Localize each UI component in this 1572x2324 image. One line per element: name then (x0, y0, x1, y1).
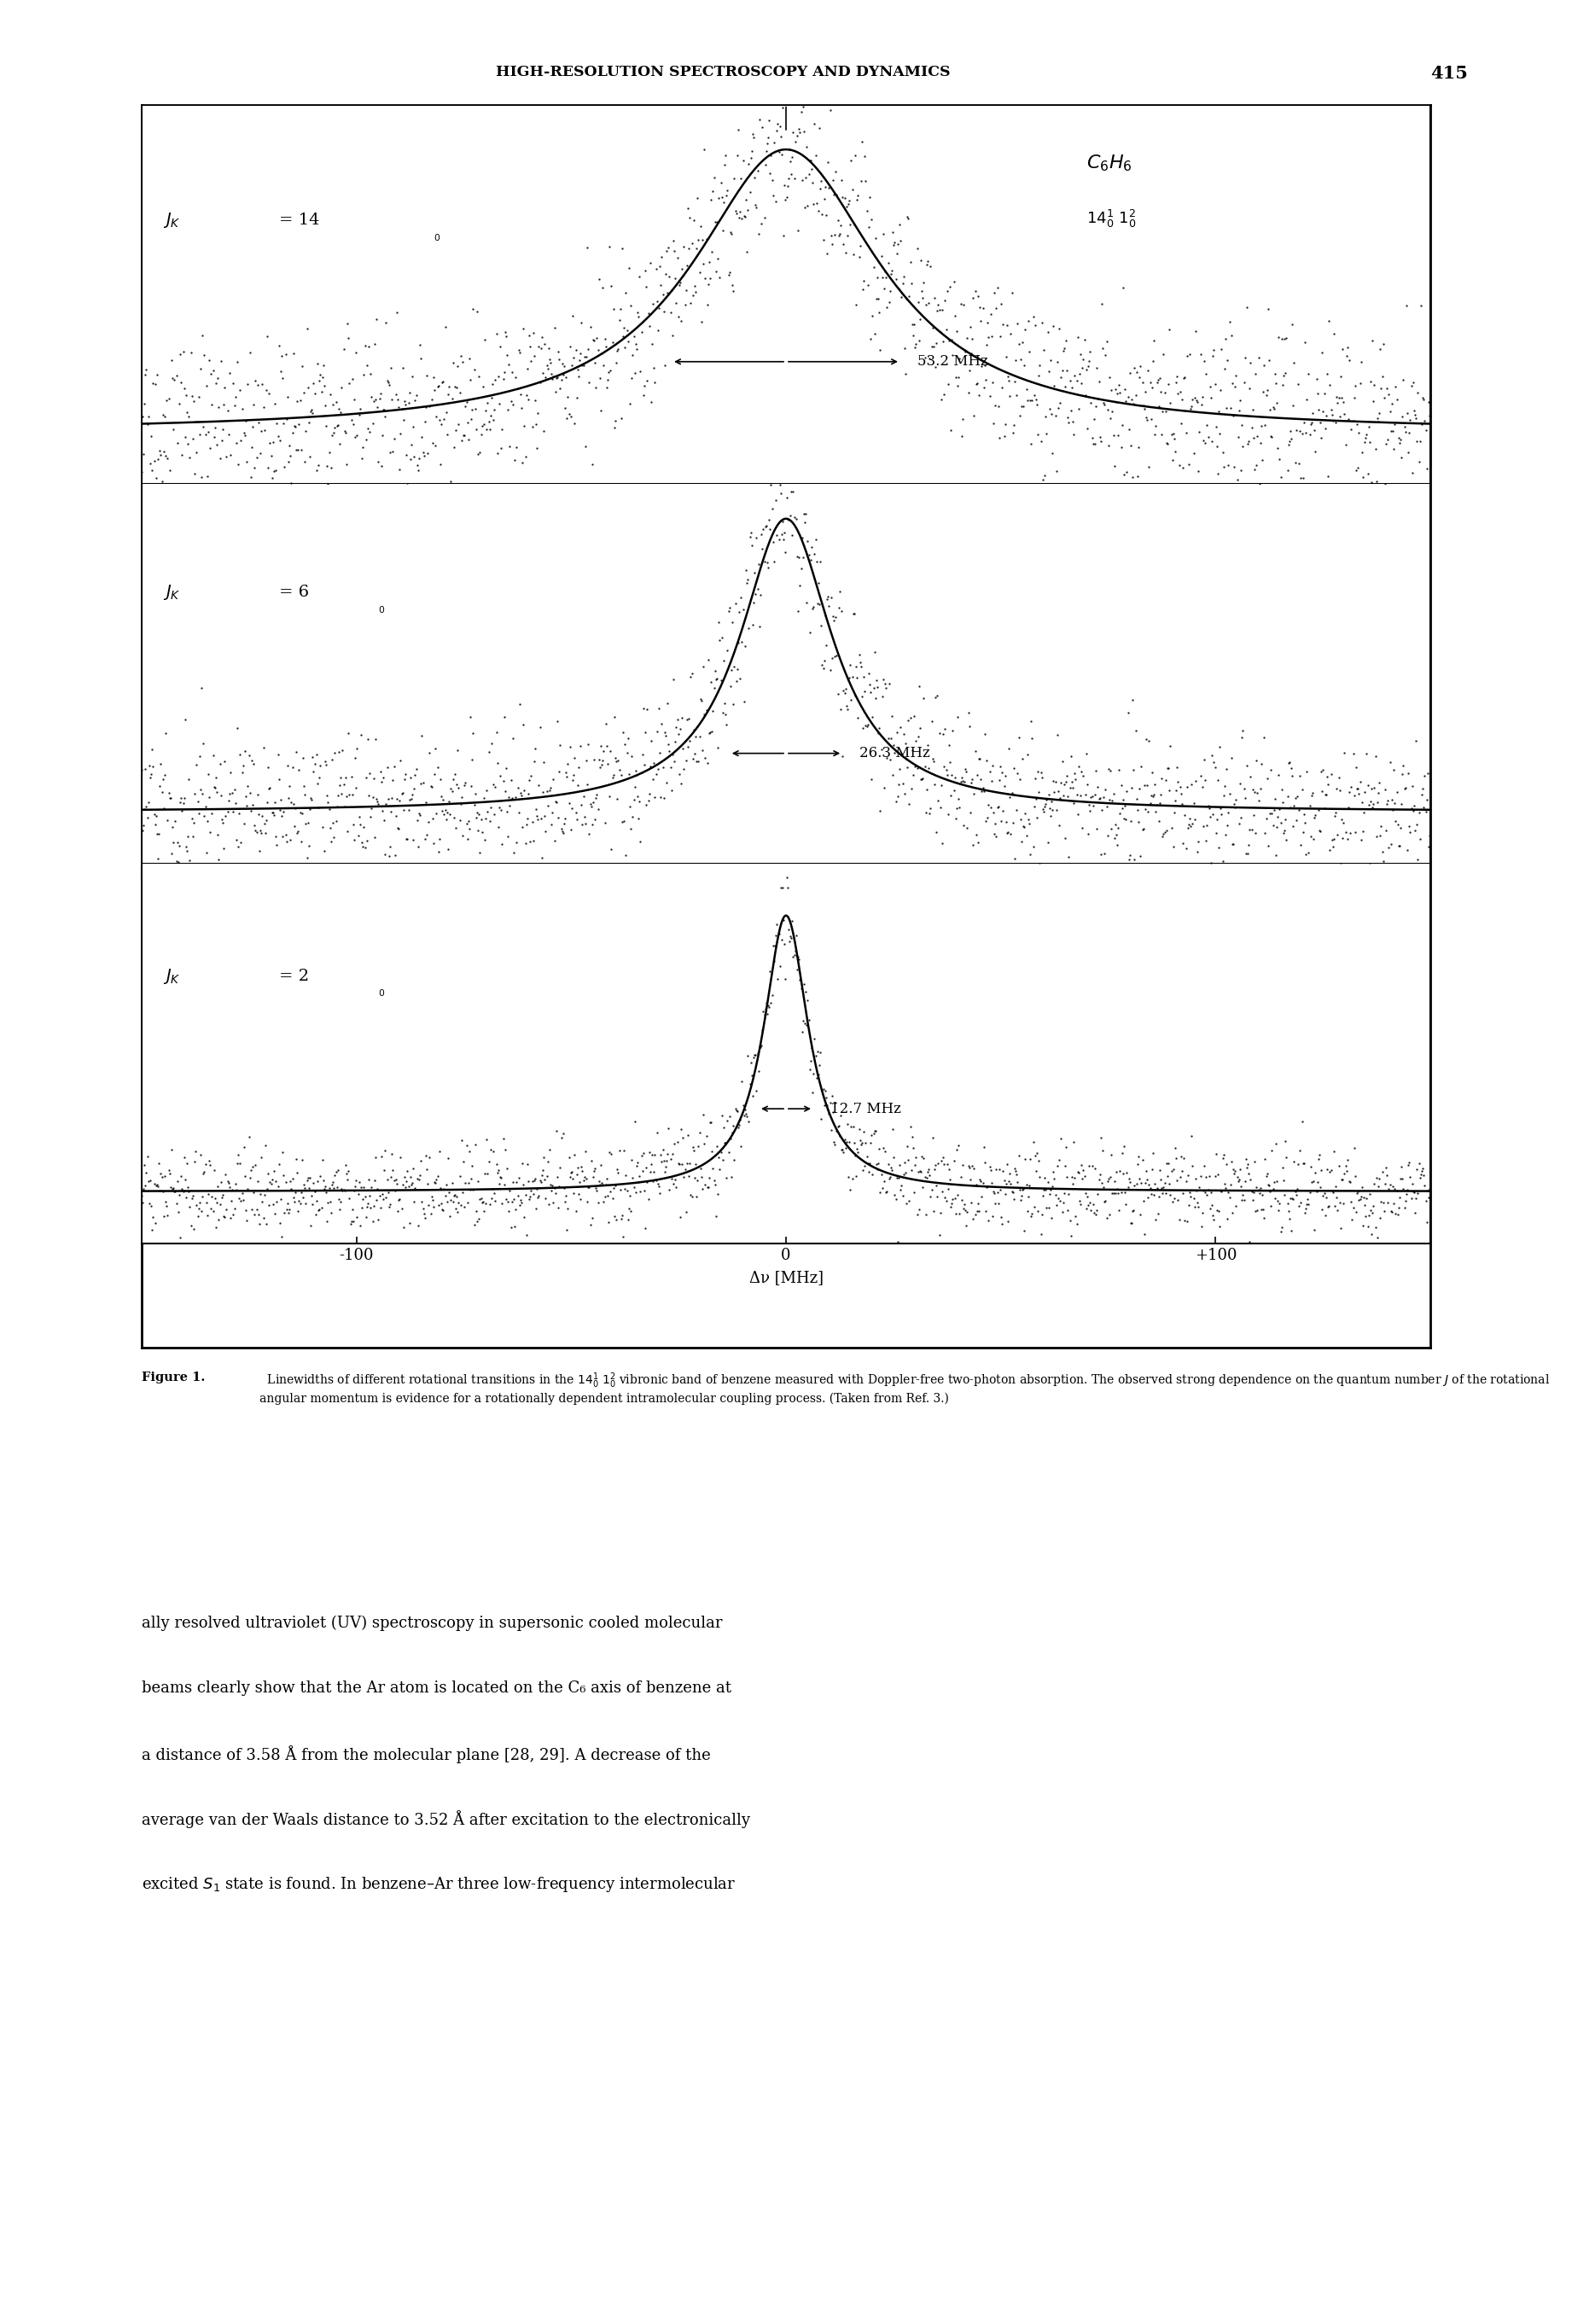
Text: 26.3 MHz: 26.3 MHz (860, 746, 931, 760)
Text: 415: 415 (1431, 65, 1468, 81)
Text: beams clearly show that the Ar atom is located on the C₆ axis of benzene at: beams clearly show that the Ar atom is l… (141, 1680, 731, 1697)
Text: $_0$: $_0$ (377, 988, 385, 999)
Text: Figure 1.: Figure 1. (141, 1371, 204, 1383)
Text: $_0$: $_0$ (434, 230, 440, 244)
Text: excited $S_1$ state is found. In benzene–Ar three low-frequency intermolecular: excited $S_1$ state is found. In benzene… (141, 1875, 736, 1894)
Text: $J_K$: $J_K$ (163, 583, 181, 602)
Text: average van der Waals distance to 3.52 Å after excitation to the electronically: average van der Waals distance to 3.52 Å… (141, 1810, 750, 1829)
Text: $C_6H_6$: $C_6H_6$ (1086, 153, 1132, 174)
Text: $14^1_0\ 1^2_0$: $14^1_0\ 1^2_0$ (1086, 207, 1137, 230)
Text: $_0$: $_0$ (377, 604, 385, 616)
X-axis label: Δν [MHz]: Δν [MHz] (748, 1269, 824, 1285)
Text: a distance of 3.58 Å from the molecular plane [28, 29]. A decrease of the: a distance of 3.58 Å from the molecular … (141, 1745, 711, 1764)
Text: = 14: = 14 (278, 211, 319, 228)
Text: = 2: = 2 (278, 969, 310, 983)
Text: HIGH-RESOLUTION SPECTROSCOPY AND DYNAMICS: HIGH-RESOLUTION SPECTROSCOPY AND DYNAMIC… (495, 65, 951, 79)
Text: $J_K$: $J_K$ (163, 211, 181, 230)
Text: Linewidths of different rotational transitions in the $14^1_0\ 1^2_0$ vibronic b: Linewidths of different rotational trans… (259, 1371, 1550, 1404)
Text: ally resolved ultraviolet (UV) spectroscopy in supersonic cooled molecular: ally resolved ultraviolet (UV) spectrosc… (141, 1615, 722, 1631)
Text: = 6: = 6 (278, 583, 310, 600)
Text: $J_K$: $J_K$ (163, 967, 181, 985)
Text: 12.7 MHz: 12.7 MHz (830, 1102, 901, 1116)
Text: 53.2 MHz: 53.2 MHz (918, 353, 989, 370)
